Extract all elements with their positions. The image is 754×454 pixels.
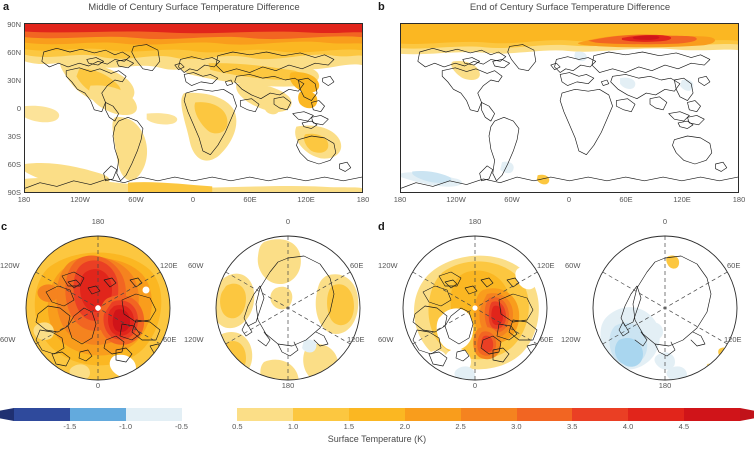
panel-b-xtick-120e: 120E — [673, 195, 691, 204]
panel-c-antarctic-tick-bottom: 180 — [281, 381, 295, 390]
panel-letter-c: c — [1, 221, 8, 233]
panel-a-xtick-120w: 120W — [70, 195, 90, 204]
panel-d-arctic-tick-top: 180 — [468, 217, 482, 226]
panel-d-arctic-tick-right-upper: 120E — [537, 261, 555, 270]
panel-c-antarctic-map — [208, 228, 368, 388]
panel-d-arctic-tick-left-upper: 120W — [378, 261, 398, 270]
panel-a-ytick-60s: 60S — [7, 160, 21, 169]
colorbar-tick--0.5: -0.5 — [175, 422, 188, 431]
colorbar-axis-label: Surface Temperature (K) — [327, 434, 427, 444]
panel-letter-a: a — [3, 1, 10, 13]
colorbar-cell-0 — [14, 408, 70, 421]
panel-c-arctic-map — [18, 228, 178, 388]
panel-a-xtick-180w: 180 — [17, 195, 31, 204]
colorbar-cell-8 — [460, 408, 517, 421]
panel-a-ytick-30s: 30S — [7, 132, 21, 141]
panel-b-xtick-180w: 180 — [393, 195, 407, 204]
panel-c-antarctic-tick-right-lower: 120E — [347, 335, 365, 344]
colorbar-cell-9 — [516, 408, 573, 421]
colorbar-cell-4 — [237, 408, 294, 421]
panel-a-ytick-0: 0 — [16, 104, 21, 113]
panel-a-xtick-60w: 60W — [128, 195, 144, 204]
panel-c-antarctic-tick-left-lower: 120W — [184, 335, 204, 344]
panel-b-xtick-120w: 120W — [446, 195, 466, 204]
colorbar-tick-3.0: 3.0 — [511, 422, 522, 431]
colorbar-tick--1.0: -1.0 — [119, 422, 133, 431]
colorbar-tick-3.5: 3.5 — [566, 422, 578, 431]
colorbar-under-arrow — [0, 408, 14, 421]
panel-d-antarctic-tick-right-lower: 120E — [724, 335, 742, 344]
colorbar-tick-labels: -1.5 -1.0 -0.5 0.5 1.0 1.5 2.0 2.5 3.0 3… — [14, 423, 740, 434]
panel-c-arctic-tick-right-lower: 60E — [163, 335, 177, 344]
panel-d-arctic-map — [395, 228, 555, 388]
panel-a-ytick-90n: 90N — [7, 20, 21, 29]
panel-d-arctic-tick-left-lower: 60W — [378, 335, 394, 344]
colorbar: -1.5 -1.0 -0.5 0.5 1.0 1.5 2.0 2.5 3.0 3… — [0, 408, 754, 454]
panel-c-arctic-tick-left-lower: 60W — [0, 335, 16, 344]
panel-a-ytick-30n: 30N — [7, 76, 21, 85]
panel-a-xtick-180e: 180 — [356, 195, 370, 204]
panel-a-ytick-90s: 90S — [7, 188, 21, 197]
panel-d-antarctic-tick-bottom: 180 — [658, 381, 672, 390]
panel-a-xtick-60e: 60E — [243, 195, 257, 204]
colorbar-tick-4.0: 4.0 — [622, 422, 634, 431]
colorbar-cell-3 — [181, 408, 238, 421]
panel-b-xtick-60e: 60E — [619, 195, 633, 204]
panel-c-arctic-tick-top: 180 — [91, 217, 105, 226]
panel-c-antarctic-tick-top: 0 — [285, 217, 291, 226]
colorbar-cell-12 — [684, 408, 740, 421]
colorbar-cell-7 — [404, 408, 461, 421]
panel-letter-b: b — [378, 1, 385, 13]
colorbar-cell-11 — [628, 408, 685, 421]
panel-c-antarctic-tick-right-upper: 60E — [350, 261, 364, 270]
colorbar-cell-5 — [293, 408, 350, 421]
panel-c-arctic-tick-left-upper: 120W — [0, 261, 20, 270]
panel-c-antarctic-tick-left-upper: 60W — [188, 261, 204, 270]
panel-b-world-map — [400, 23, 739, 193]
colorbar-tick-2.0: 2.0 — [399, 422, 411, 431]
panel-d-antarctic-tick-top: 0 — [662, 217, 668, 226]
panel-a-xtick-0: 0 — [190, 195, 196, 204]
panel-d-arctic-tick-bottom: 0 — [472, 381, 478, 390]
panel-title-b: End of Century Surface Temperature Diffe… — [469, 2, 671, 13]
panel-d-antarctic-tick-left-lower: 120W — [561, 335, 581, 344]
panel-d-arctic-tick-right-lower: 60E — [540, 335, 554, 344]
panel-a-world-map — [24, 23, 363, 193]
panel-d-antarctic-tick-right-upper: 60E — [727, 261, 741, 270]
colorbar-tick-4.5: 4.5 — [678, 422, 690, 431]
colorbar-gradient — [14, 408, 740, 421]
panel-b-xtick-180e: 180 — [732, 195, 746, 204]
colorbar-tick-1.5: 1.5 — [343, 422, 355, 431]
colorbar-tick-0.5: 0.5 — [232, 422, 243, 431]
panel-c-arctic-tick-right-upper: 120E — [160, 261, 178, 270]
panel-a-xtick-120e: 120E — [297, 195, 315, 204]
panel-a-ytick-60n: 60N — [7, 48, 21, 57]
colorbar-tick-1.0: 1.0 — [287, 422, 299, 431]
panel-title-a: Middle of Century Surface Temperature Di… — [88, 2, 300, 13]
colorbar-cell-10 — [572, 408, 629, 421]
colorbar-cell-1 — [69, 408, 126, 421]
colorbar-cell-6 — [349, 408, 405, 421]
panel-letter-d: d — [378, 221, 385, 233]
panel-d-antarctic-map — [585, 228, 745, 388]
panel-b-xtick-0: 0 — [566, 195, 572, 204]
colorbar-cell-2 — [125, 408, 182, 421]
colorbar-tick--1.5: -1.5 — [63, 422, 77, 431]
panel-b-xtick-60w: 60W — [504, 195, 520, 204]
colorbar-over-arrow — [740, 408, 754, 421]
colorbar-tick-2.5: 2.5 — [455, 422, 466, 431]
panel-d-antarctic-tick-left-upper: 60W — [565, 261, 581, 270]
panel-c-arctic-tick-bottom: 0 — [95, 381, 101, 390]
